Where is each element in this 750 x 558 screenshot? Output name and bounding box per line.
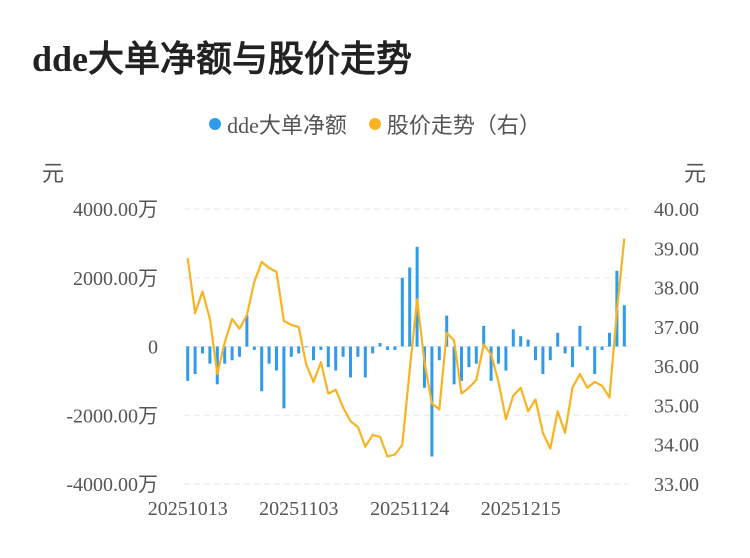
dde-bar — [452, 346, 456, 385]
left-tick-label: -4000.00万 — [66, 474, 158, 496]
dde-bar — [526, 339, 530, 347]
left-tick-label: 4000.00万 — [73, 199, 158, 221]
dde-bar — [408, 267, 412, 347]
dde-bar — [571, 346, 574, 368]
dde-bar — [186, 346, 190, 381]
dde-bar — [504, 346, 508, 371]
chart-legend: dde大单净额 股价走势（右） — [0, 108, 750, 140]
right-tick-label: 38.00 — [654, 278, 699, 300]
dde-bar — [230, 346, 234, 361]
x-tick-label: 20251103 — [259, 498, 338, 520]
dde-bar — [393, 346, 397, 350]
dde-bar — [460, 346, 463, 381]
dde-bar — [341, 346, 345, 357]
dde-bar — [245, 315, 249, 347]
right-axis-unit: 元 — [684, 161, 707, 186]
dde-bar — [445, 315, 449, 347]
dde-bar — [275, 346, 278, 371]
dde-bar — [474, 346, 478, 364]
dde-bar — [201, 346, 204, 354]
legend-label-dde: dde大单净额 — [227, 113, 347, 138]
dde-bar — [267, 346, 271, 364]
legend-dot-price — [368, 118, 381, 130]
left-axis-unit: 元 — [42, 161, 65, 186]
dde-bar — [363, 346, 367, 378]
dde-bar — [467, 346, 471, 368]
dde-bar — [334, 346, 338, 371]
dde-bar — [556, 332, 560, 347]
dde-bar — [304, 346, 308, 348]
dde-bar — [215, 346, 219, 385]
dde-bar — [349, 346, 352, 378]
dde-bar — [563, 346, 567, 354]
dde-bar — [415, 246, 419, 347]
x-tick-label: 20251124 — [370, 498, 449, 520]
dde-bar — [260, 346, 264, 392]
left-tick-label: 0 — [148, 337, 158, 359]
right-tick-label: 34.00 — [654, 435, 699, 457]
legend-item-dde[interactable]: dde大单净额 — [209, 108, 347, 140]
dde-bar — [223, 346, 227, 364]
dde-bar — [497, 346, 500, 364]
dde-bar — [541, 346, 545, 374]
dde-bar — [289, 346, 293, 357]
right-tick-label: 37.00 — [654, 317, 699, 339]
dde-bar — [600, 346, 604, 350]
right-tick-label: 40.00 — [654, 199, 699, 221]
dde-bar — [282, 346, 286, 409]
legend-item-price[interactable]: 股价走势（右） — [368, 108, 541, 140]
dde-bar — [593, 346, 597, 374]
right-tick-label: 39.00 — [654, 238, 699, 260]
dde-bar — [622, 305, 626, 347]
legend-dot-dde — [209, 118, 222, 130]
dde-bar — [193, 346, 197, 374]
dde-bar — [319, 346, 323, 350]
chart-title: dde大单净额与股价走势 — [32, 39, 413, 79]
dde-bar — [312, 346, 315, 361]
legend-label-price: 股价走势（右） — [386, 113, 541, 138]
right-tick-label: 35.00 — [654, 395, 699, 417]
dde-bar — [482, 325, 486, 347]
right-tick-label: 33.00 — [654, 474, 699, 496]
dde-bar — [371, 346, 375, 354]
dde-bar — [548, 346, 552, 361]
dde-bar — [519, 336, 523, 347]
dde-bar — [238, 346, 241, 357]
dde-bar — [489, 346, 493, 381]
left-tick-label: 2000.00万 — [73, 268, 158, 290]
left-tick-label: -2000.00万 — [66, 405, 158, 427]
dde-bar — [252, 346, 256, 350]
x-tick-label: 20251215 — [481, 498, 561, 520]
dde-bar — [400, 277, 404, 347]
dde-bar — [208, 346, 212, 364]
dde-bar — [437, 346, 441, 361]
dde-bar — [608, 332, 611, 347]
dde-bar — [326, 346, 330, 368]
price-line — [186, 238, 626, 458]
dde-bar — [297, 346, 301, 354]
dde-bar — [585, 346, 589, 350]
dde-bar — [356, 346, 360, 357]
dde-bar — [378, 343, 382, 347]
x-tick-label: 20251013 — [148, 498, 228, 520]
dde-bar — [386, 346, 389, 350]
dde-bar — [578, 325, 582, 347]
dde-bar — [534, 346, 537, 361]
right-tick-label: 36.00 — [654, 356, 699, 378]
dde-bar — [511, 329, 515, 347]
